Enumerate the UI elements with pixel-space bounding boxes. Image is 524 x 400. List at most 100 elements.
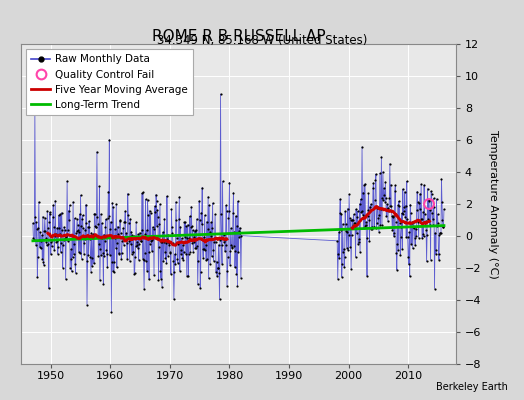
Point <box>70 215 79 222</box>
Point <box>166 250 174 256</box>
Point <box>180 219 189 226</box>
Point <box>391 182 399 189</box>
Point <box>148 248 156 254</box>
Point <box>107 309 115 315</box>
Point <box>220 239 228 246</box>
Point <box>341 208 350 214</box>
Text: 34.349 N, 85.168 W (United States): 34.349 N, 85.168 W (United States) <box>157 34 367 47</box>
Point <box>125 238 134 244</box>
Point <box>32 226 41 232</box>
Point <box>346 217 355 223</box>
Point <box>379 197 388 203</box>
Point <box>350 211 358 218</box>
Point <box>353 230 361 237</box>
Point <box>164 232 172 238</box>
Point <box>182 272 191 279</box>
Point <box>351 220 359 226</box>
Point <box>59 236 68 243</box>
Point <box>363 273 371 279</box>
Point <box>156 201 164 207</box>
Point <box>78 212 86 218</box>
Point <box>208 253 216 260</box>
Point <box>362 235 370 242</box>
Point <box>181 219 190 226</box>
Point <box>342 221 350 227</box>
Point <box>376 170 384 177</box>
Point <box>64 208 73 214</box>
Point <box>225 180 234 186</box>
Point <box>161 255 170 261</box>
Point <box>113 240 122 246</box>
Point <box>433 223 441 229</box>
Point <box>64 226 72 233</box>
Point <box>354 240 362 247</box>
Point <box>336 227 345 234</box>
Point <box>174 216 183 222</box>
Point <box>152 198 161 205</box>
Point <box>414 234 423 241</box>
Point <box>123 256 132 262</box>
Point <box>235 227 243 234</box>
Point <box>159 258 168 264</box>
Point <box>433 211 442 218</box>
Point <box>365 217 373 224</box>
Point <box>207 219 215 226</box>
Point <box>77 223 85 230</box>
Point <box>49 202 58 208</box>
Point <box>51 230 60 237</box>
Point <box>434 251 443 257</box>
Point <box>50 224 58 231</box>
Point <box>358 144 366 150</box>
Point <box>391 219 400 225</box>
Point <box>230 190 238 196</box>
Point <box>208 225 216 231</box>
Point <box>205 202 213 208</box>
Point <box>129 248 137 255</box>
Point <box>173 235 181 241</box>
Point <box>161 249 169 255</box>
Point <box>382 213 390 220</box>
Point <box>74 227 82 233</box>
Point <box>200 246 209 252</box>
Point <box>77 192 85 198</box>
Point <box>59 242 68 249</box>
Point <box>225 208 233 214</box>
Point <box>196 268 205 275</box>
Point <box>67 246 75 252</box>
Point <box>88 262 96 269</box>
Point <box>118 234 127 241</box>
Point <box>114 230 123 237</box>
Point <box>335 210 344 216</box>
Point <box>356 196 365 202</box>
Point <box>141 230 149 237</box>
Point <box>437 230 445 236</box>
Point <box>63 178 71 184</box>
Point <box>90 260 98 267</box>
Point <box>387 182 395 188</box>
Point <box>341 254 349 260</box>
Point <box>106 252 114 258</box>
Point <box>157 238 166 245</box>
Point <box>366 208 375 215</box>
Point <box>134 245 142 251</box>
Point <box>185 213 194 220</box>
Point <box>361 223 369 229</box>
Point <box>121 219 129 225</box>
Point <box>425 222 434 228</box>
Point <box>233 283 242 289</box>
Point <box>177 247 185 254</box>
Point <box>400 208 408 214</box>
Point <box>215 296 224 302</box>
Point <box>91 223 100 230</box>
Point <box>194 258 202 264</box>
Point <box>97 220 106 226</box>
Point <box>410 235 419 241</box>
Point <box>352 254 360 260</box>
Point <box>196 285 204 291</box>
Point <box>393 240 401 247</box>
Point <box>436 230 444 236</box>
Point <box>35 199 43 205</box>
Point <box>59 264 67 271</box>
Point <box>93 214 102 220</box>
Point <box>65 216 73 223</box>
